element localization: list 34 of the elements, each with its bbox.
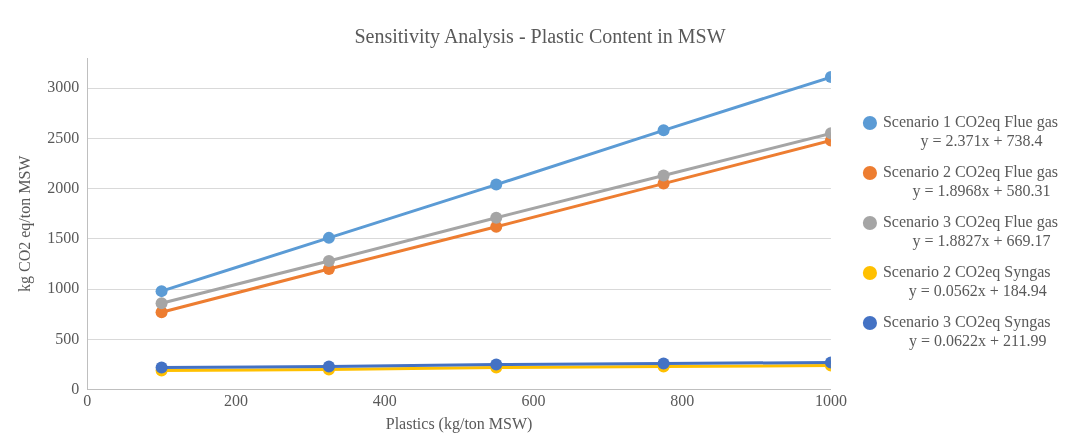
x-tick-label: 400 (372, 392, 397, 410)
point (155, 285, 168, 298)
x-axis-title: Plastics (kg/ton MSW) (385, 414, 533, 433)
y-tick-label: 2000 (47, 178, 80, 196)
x-tick-label: 0 (83, 392, 92, 410)
legend-label: Scenario 3 CO2eq Flue gas (882, 213, 1058, 232)
point (490, 178, 503, 191)
y-tick-label: 1000 (47, 279, 80, 297)
point (657, 169, 670, 182)
point (657, 124, 670, 137)
y-tick-label: 0 (71, 379, 80, 397)
legend-label: Scenario 1 CO2eq Flue gas (882, 113, 1058, 132)
legend-label: Scenario 3 CO2eq Syngas (882, 313, 1051, 332)
text: y = 1.8968x + 580.31 (912, 182, 1051, 201)
y-tick-label: 2500 (47, 128, 80, 146)
x-tick-label: 800 (670, 392, 695, 410)
x-tick-label: 200 (223, 392, 248, 410)
point (322, 231, 335, 244)
legend-label: Scenario 2 CO2eq Syngas (882, 263, 1051, 282)
point (155, 297, 168, 310)
point (322, 254, 335, 267)
y-tick-label: 500 (55, 329, 80, 347)
y-axis-title: kg CO2 eq/ton MSW (15, 154, 34, 293)
text: y = 2.371x + 738.4 (920, 132, 1043, 151)
text: y = 1.8827x + 669.17 (912, 232, 1051, 251)
point (490, 211, 503, 224)
text: y = 0.0622x + 211.99 (908, 332, 1047, 351)
text: y = 0.0562x + 184.94 (908, 282, 1047, 301)
x-tick-label: 600 (521, 392, 546, 410)
legend-label: Scenario 2 CO2eq Flue gas (882, 163, 1058, 182)
x-tick-label: 1000 (814, 392, 847, 410)
y-tick-label: 3000 (47, 78, 80, 96)
chart-title: Sensitivity Analysis - Plastic Content in MSW (354, 25, 726, 49)
y-tick-label: 1500 (47, 229, 80, 247)
